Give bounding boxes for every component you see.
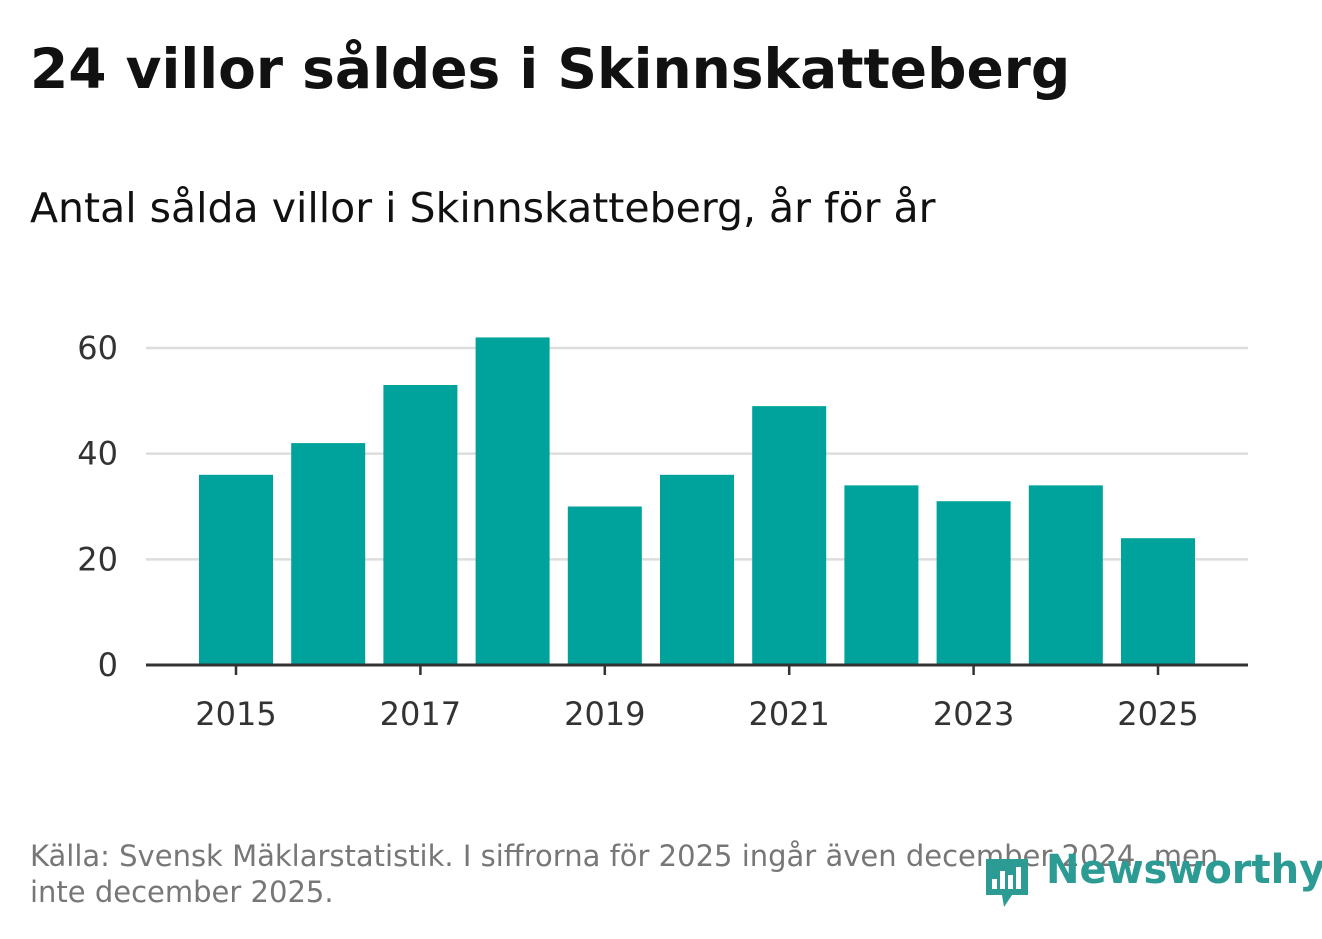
x-tick-label: 2025	[1117, 695, 1198, 733]
bar-2021	[752, 406, 827, 665]
bar-2016	[291, 443, 366, 665]
x-axis-tick-labels: 2015 2017 2019 2021 2023 2025	[195, 695, 1198, 733]
x-tick-label: 2023	[933, 695, 1014, 733]
bar-2019	[567, 506, 642, 665]
bar-2023	[936, 501, 1011, 665]
x-axis	[146, 663, 1248, 675]
bar-2015	[199, 474, 273, 665]
y-tick-label: 20	[77, 540, 118, 578]
x-tick-label: 2017	[380, 695, 461, 733]
y-tick-label: 60	[77, 329, 118, 367]
chart-subtitle: Antal sålda villor i Skinnskatteberg, år…	[30, 184, 936, 232]
bar-2020	[660, 474, 734, 665]
newsworthy-logo: Newsworthy	[982, 847, 1322, 911]
bar-2022	[844, 485, 919, 665]
logo-text: Newsworthy	[1046, 847, 1322, 893]
y-tick-label: 40	[77, 435, 118, 473]
bars	[199, 337, 1195, 665]
bar-2024	[1028, 485, 1103, 665]
bar-2017	[383, 384, 458, 665]
x-tick-label: 2021	[748, 695, 829, 733]
bar-2018	[475, 337, 550, 665]
x-tick-label: 2015	[195, 695, 276, 733]
x-tick-label: 2019	[564, 695, 645, 733]
y-tick-label: 0	[98, 646, 118, 684]
y-axis-tick-labels: 0 20 40 60	[77, 329, 118, 684]
chart-title: 24 villor såldes i Skinnskatteberg	[30, 37, 1071, 101]
bar-2025	[1121, 538, 1195, 665]
newsworthy-chart-bubble-icon	[986, 859, 1028, 907]
